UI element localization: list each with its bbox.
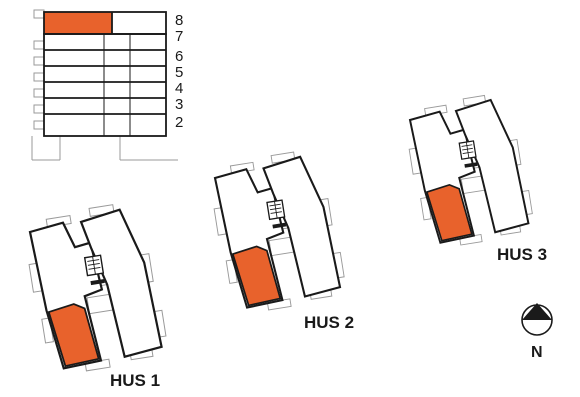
foundation-outline — [31, 136, 178, 161]
house-2[interactable]: HUS 2 — [206, 146, 354, 332]
floor-8-unit — [44, 12, 112, 34]
house-3[interactable]: HUS 3 — [401, 89, 547, 264]
compass-north-label: N — [531, 344, 543, 361]
floor-number: 8 — [175, 12, 183, 29]
house-1-footprint — [20, 198, 171, 379]
compass: N — [521, 303, 553, 361]
floor-number: 5 — [175, 64, 183, 81]
floor-number: 7 — [175, 28, 183, 45]
floor-number: 6 — [175, 48, 183, 65]
house-3-footprint — [401, 89, 537, 252]
house-3-label: HUS 3 — [497, 245, 547, 264]
building-section: 8 7 6 5 4 3 2 — [31, 9, 183, 161]
floor-number: 2 — [175, 114, 183, 131]
floor-numbers: 8 7 6 5 4 3 2 — [175, 12, 183, 131]
balcony-stubs — [33, 9, 45, 130]
floor-rows — [43, 11, 167, 137]
house-2-label: HUS 2 — [304, 313, 354, 332]
house-2-footprint — [206, 146, 349, 317]
floor-number: 4 — [175, 80, 183, 97]
floor-number: 3 — [175, 96, 183, 113]
house-1[interactable]: HUS 1 — [20, 198, 171, 390]
north-arrow-icon — [521, 303, 553, 336]
house-1-label: HUS 1 — [110, 371, 160, 390]
